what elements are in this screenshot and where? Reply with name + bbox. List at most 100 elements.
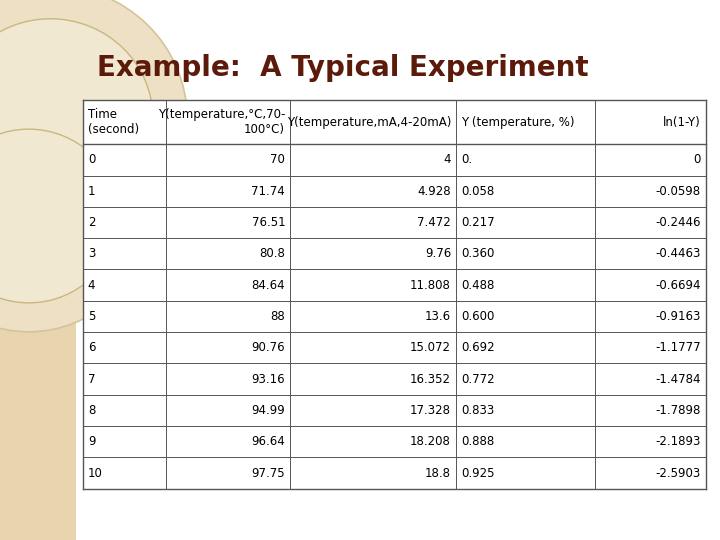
- Bar: [456, 176, 595, 207]
- Bar: [166, 332, 290, 363]
- Text: 0.833: 0.833: [461, 404, 495, 417]
- Bar: [83, 301, 166, 332]
- Text: Time
(second): Time (second): [88, 108, 139, 136]
- Bar: [166, 207, 290, 238]
- Text: 96.64: 96.64: [251, 435, 285, 448]
- Text: 18.208: 18.208: [410, 435, 451, 448]
- Bar: [595, 332, 706, 363]
- Bar: [290, 301, 456, 332]
- Ellipse shape: [0, 19, 153, 219]
- Text: 0.600: 0.600: [461, 310, 495, 323]
- Text: 84.64: 84.64: [251, 279, 285, 292]
- Text: 7: 7: [88, 373, 95, 386]
- Bar: [166, 301, 290, 332]
- Bar: [456, 301, 595, 332]
- Text: 6: 6: [88, 341, 95, 354]
- Bar: [456, 426, 595, 457]
- Text: 16.352: 16.352: [410, 373, 451, 386]
- Bar: [456, 144, 595, 176]
- Text: 0.058: 0.058: [461, 185, 495, 198]
- Text: 0.692: 0.692: [461, 341, 495, 354]
- Text: -0.9163: -0.9163: [655, 310, 701, 323]
- Bar: [595, 395, 706, 426]
- Bar: [166, 426, 290, 457]
- Bar: [595, 100, 706, 144]
- Text: 80.8: 80.8: [259, 247, 285, 260]
- Text: 4: 4: [444, 153, 451, 166]
- Text: ln(1-Y): ln(1-Y): [663, 116, 701, 129]
- Text: 0: 0: [88, 153, 95, 166]
- Bar: [83, 457, 166, 489]
- Text: -0.6694: -0.6694: [655, 279, 701, 292]
- Bar: [456, 457, 595, 489]
- Bar: [456, 269, 595, 301]
- Bar: [456, 395, 595, 426]
- Bar: [456, 332, 595, 363]
- Text: 18.8: 18.8: [425, 467, 451, 480]
- Text: Example:  A Typical Experiment: Example: A Typical Experiment: [97, 53, 589, 82]
- Text: 0.772: 0.772: [461, 373, 495, 386]
- Text: -1.1777: -1.1777: [655, 341, 701, 354]
- Text: 4.928: 4.928: [418, 185, 451, 198]
- Text: 93.16: 93.16: [251, 373, 285, 386]
- Bar: [83, 426, 166, 457]
- Bar: [290, 176, 456, 207]
- Text: 0.925: 0.925: [461, 467, 495, 480]
- Bar: [290, 395, 456, 426]
- Bar: [290, 363, 456, 395]
- Bar: [595, 363, 706, 395]
- Text: 90.76: 90.76: [251, 341, 285, 354]
- Bar: [290, 426, 456, 457]
- Text: 70: 70: [270, 153, 285, 166]
- Ellipse shape: [0, 100, 148, 332]
- Bar: [595, 207, 706, 238]
- Bar: [595, 269, 706, 301]
- Bar: [83, 176, 166, 207]
- Bar: [290, 144, 456, 176]
- Bar: [456, 363, 595, 395]
- Bar: [166, 100, 290, 144]
- Bar: [83, 144, 166, 176]
- Bar: [290, 332, 456, 363]
- Bar: [83, 332, 166, 363]
- Bar: [595, 301, 706, 332]
- Bar: [456, 100, 595, 144]
- Text: 7.472: 7.472: [418, 216, 451, 229]
- Bar: [595, 457, 706, 489]
- Bar: [83, 363, 166, 395]
- Text: 97.75: 97.75: [251, 467, 285, 480]
- Text: Y (temperature, %): Y (temperature, %): [461, 116, 575, 129]
- Bar: [166, 395, 290, 426]
- Bar: [166, 144, 290, 176]
- Text: 15.072: 15.072: [410, 341, 451, 354]
- Text: -2.5903: -2.5903: [655, 467, 701, 480]
- Text: 0.360: 0.360: [461, 247, 495, 260]
- Text: 9: 9: [88, 435, 95, 448]
- Text: 13.6: 13.6: [425, 310, 451, 323]
- Text: -0.2446: -0.2446: [655, 216, 701, 229]
- Bar: [290, 269, 456, 301]
- Bar: [456, 238, 595, 269]
- Bar: [595, 144, 706, 176]
- Text: 0.: 0.: [461, 153, 472, 166]
- Text: 2: 2: [88, 216, 95, 229]
- Text: 4: 4: [88, 279, 95, 292]
- Text: 76.51: 76.51: [251, 216, 285, 229]
- Bar: [83, 100, 166, 144]
- Text: 10: 10: [88, 467, 103, 480]
- Text: -1.7898: -1.7898: [655, 404, 701, 417]
- Text: 0.217: 0.217: [461, 216, 495, 229]
- Text: 0: 0: [693, 153, 701, 166]
- Ellipse shape: [0, 0, 187, 252]
- Text: -0.4463: -0.4463: [655, 247, 701, 260]
- Bar: [83, 269, 166, 301]
- Bar: [290, 238, 456, 269]
- Text: 9.76: 9.76: [425, 247, 451, 260]
- Bar: [595, 426, 706, 457]
- Text: 17.328: 17.328: [410, 404, 451, 417]
- Bar: [83, 395, 166, 426]
- Text: -1.4784: -1.4784: [655, 373, 701, 386]
- Text: 88: 88: [271, 310, 285, 323]
- Bar: [595, 238, 706, 269]
- Bar: [166, 176, 290, 207]
